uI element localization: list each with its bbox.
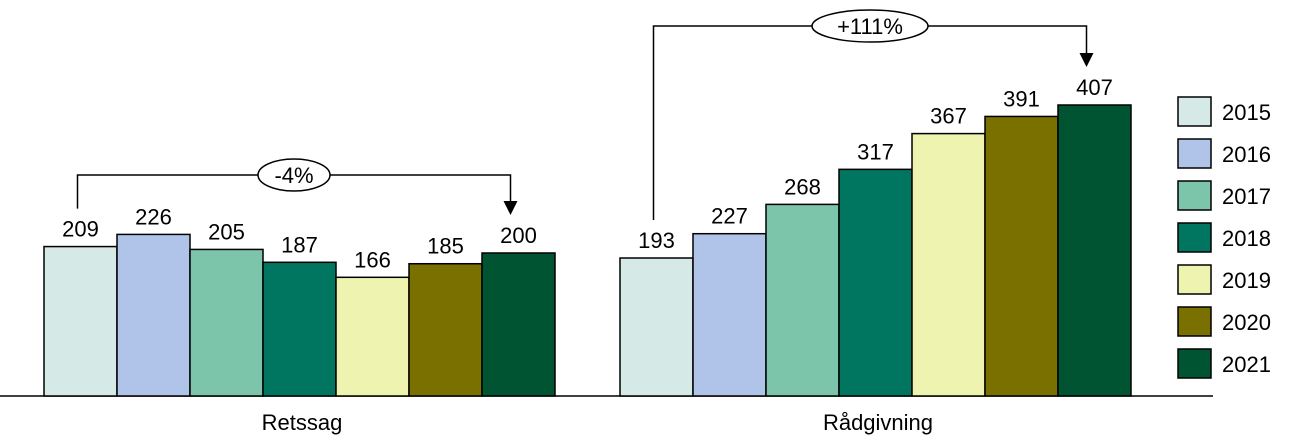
value-label: 317 bbox=[857, 139, 894, 164]
legend-label: 2016 bbox=[1222, 142, 1271, 167]
value-label: 226 bbox=[135, 204, 172, 229]
bar-rådgivning-2019 bbox=[911, 132, 986, 397]
arrow-head-icon bbox=[503, 201, 518, 216]
legend-swatch-2020 bbox=[1177, 306, 1212, 337]
growth-label-oval bbox=[257, 158, 331, 192]
bar-rådgivning-2021 bbox=[1057, 104, 1132, 397]
bar-rådgivning-2016 bbox=[692, 232, 767, 397]
category-labels-layer: Retssag Rådgivning bbox=[262, 410, 933, 435]
value-label: 209 bbox=[62, 217, 99, 242]
value-label: 205 bbox=[208, 219, 245, 244]
legend-swatch-2016 bbox=[1177, 138, 1212, 169]
legend-swatch-2015 bbox=[1177, 96, 1212, 127]
bar-rådgivning-2015 bbox=[619, 257, 694, 397]
arrow-head-icon bbox=[1079, 53, 1094, 67]
legend-swatch-2017 bbox=[1177, 180, 1212, 211]
category-label: Rådgivning bbox=[823, 410, 933, 435]
legend-swatch-2018 bbox=[1177, 222, 1212, 253]
legend-swatch-2021 bbox=[1177, 348, 1212, 379]
bar-retssag-2019 bbox=[335, 276, 410, 397]
legend-label: 2018 bbox=[1222, 226, 1271, 251]
legend-label: 2019 bbox=[1222, 268, 1271, 293]
legend-label: 2021 bbox=[1222, 352, 1271, 377]
bar-rådgivning-2018 bbox=[838, 168, 913, 397]
value-label: 268 bbox=[784, 174, 821, 199]
bar-retssag-2021 bbox=[481, 252, 556, 397]
value-label: 187 bbox=[281, 232, 318, 257]
bar-retssag-2016 bbox=[116, 233, 191, 397]
bar-retssag-2015 bbox=[43, 245, 118, 397]
growth-label: +111% bbox=[837, 14, 903, 39]
annotations-layer: -4% +111% bbox=[76, 9, 1094, 221]
value-label: 391 bbox=[1003, 86, 1040, 111]
value-label: 227 bbox=[711, 204, 748, 229]
legend-label: 2020 bbox=[1222, 310, 1271, 335]
value-label: 185 bbox=[427, 234, 464, 259]
legend-label: 2015 bbox=[1222, 100, 1271, 125]
legend: 2015 2016 2017 2018 2019 2020 2021 bbox=[1177, 96, 1271, 379]
bar-retssag-2018 bbox=[262, 261, 337, 397]
growth-label-oval bbox=[811, 9, 929, 43]
value-label: 367 bbox=[930, 104, 967, 129]
legend-label: 2017 bbox=[1222, 184, 1271, 209]
value-label: 193 bbox=[638, 228, 675, 253]
value-labels-layer: 209 226 205 187 166 185 200 193 227 268 317 367 391 4… bbox=[62, 75, 1113, 272]
legend-swatch-2019 bbox=[1177, 264, 1212, 295]
category-label: Retssag bbox=[262, 410, 343, 435]
bars-layer bbox=[43, 104, 1132, 397]
bar-retssag-2017 bbox=[189, 248, 264, 397]
growth-label: -4% bbox=[274, 163, 313, 188]
bar-rådgivning-2017 bbox=[765, 203, 840, 397]
value-label: 407 bbox=[1076, 75, 1113, 100]
bar-rådgivning-2020 bbox=[984, 115, 1059, 397]
value-label: 200 bbox=[500, 223, 537, 248]
value-label: 166 bbox=[354, 247, 391, 272]
bar-retssag-2020 bbox=[408, 262, 483, 397]
